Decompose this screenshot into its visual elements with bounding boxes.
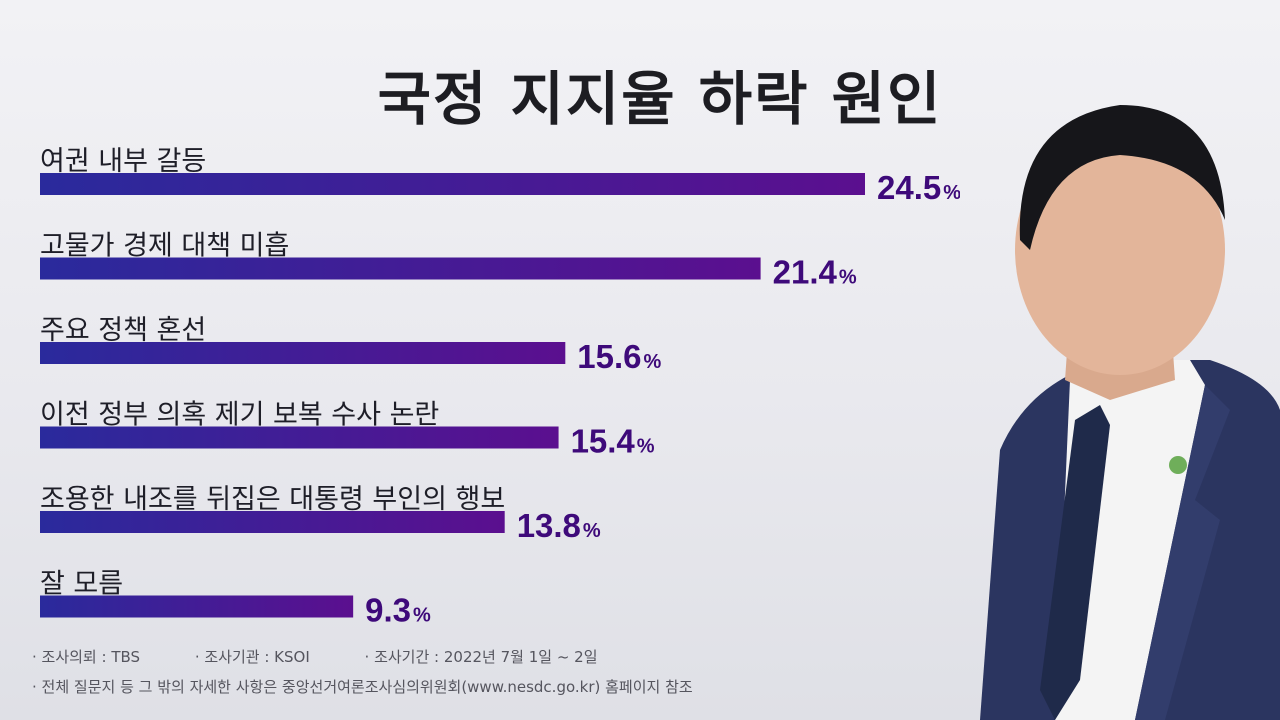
footer-agency: · 조사기관 : KSOI <box>194 648 310 666</box>
category-label: 여권 내부 갈등 <box>40 146 206 177</box>
bar <box>40 342 566 364</box>
category-label: 이전 정부 의혹 제기 보복 수사 논란 <box>40 400 439 431</box>
value-label: 24.5% <box>877 169 960 206</box>
bar <box>40 257 761 280</box>
value-label: 21.4% <box>773 254 857 291</box>
value-label: 13.8% <box>517 507 601 544</box>
footer-period: · 조사기간 : 2022년 7월 1일 ~ 2일 <box>364 648 598 666</box>
footer-line-2: · 전체 질문지 등 그 밖의 자세한 사항은 중앙선거여론조사심의위원회(ww… <box>32 678 693 696</box>
category-label: 고물가 경제 대책 미흡 <box>40 231 289 262</box>
chart-title: 국정 지지율 하락 원인 <box>377 65 943 133</box>
value-label: 15.6% <box>577 338 661 375</box>
value-label: 15.4% <box>571 423 655 460</box>
bar-chart: 여권 내부 갈등 24.5 % 고물가 경제 대책 미흡 21.4 % 주요 정책 혼선 15… <box>40 146 960 629</box>
bar <box>40 426 559 449</box>
value-label: 9.3% <box>365 592 431 629</box>
person-portrait-icon <box>980 105 1280 720</box>
bar <box>40 173 865 195</box>
footer-line-1: · 조사의뢰 : TBS · 조사기관 : KSOI · 조사기간 : 2022… <box>32 646 648 667</box>
footer-requester: · 조사의뢰 : TBS <box>32 648 141 666</box>
category-label: 주요 정책 혼선 <box>40 315 206 346</box>
bar <box>40 511 505 533</box>
category-label: 조용한 내조를 뒤집은 대통령 부인의 행보 <box>40 484 505 515</box>
bar <box>40 595 354 618</box>
category-label: 잘 모름 <box>40 569 123 600</box>
